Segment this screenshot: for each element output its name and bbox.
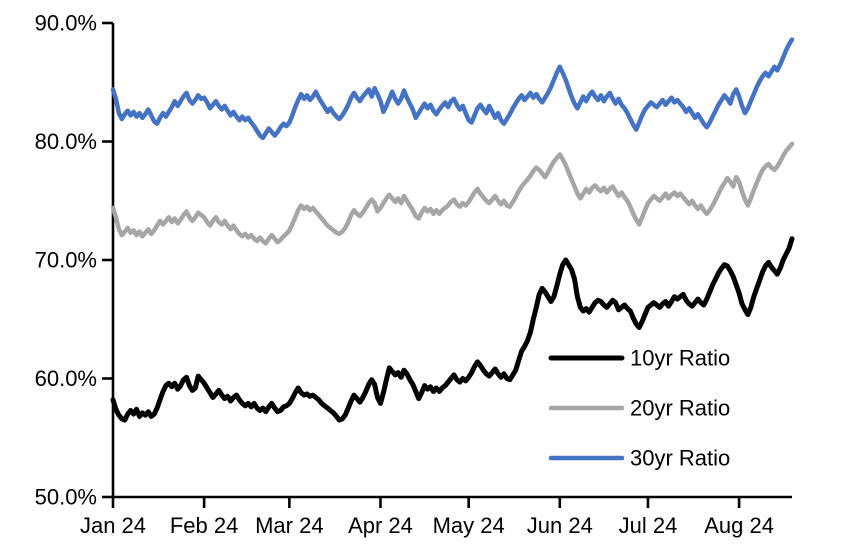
y-tick-label: 60.0% [35,366,97,391]
x-tick-label: May 24 [433,513,505,538]
x-tick-label: Apr 24 [348,513,413,538]
series-line-20yr [110,141,795,246]
y-tick-label: 70.0% [35,248,97,273]
x-tick-label: Feb 24 [170,513,239,538]
x-tick-label: Jun 24 [527,513,593,538]
legend-item: 30yr Ratio [548,446,730,471]
series-line-10yr [110,236,795,423]
legend-label: 30yr Ratio [630,446,730,471]
x-tick-label: Aug 24 [704,513,774,538]
legend-item: 20yr Ratio [548,396,730,421]
legend-label: 10yr Ratio [630,346,730,371]
y-tick-label: 90.0% [35,11,97,36]
x-tick-label: Mar 24 [255,513,323,538]
y-tick-label: 80.0% [35,129,97,154]
x-tick-label: Jan 24 [80,513,146,538]
x-tick-label: Jul 24 [619,513,678,538]
legend-item: 10yr Ratio [548,346,730,371]
series-line-30yr [110,37,795,141]
y-tick-label: 50.0% [35,485,97,510]
legend-label: 20yr Ratio [630,396,730,421]
